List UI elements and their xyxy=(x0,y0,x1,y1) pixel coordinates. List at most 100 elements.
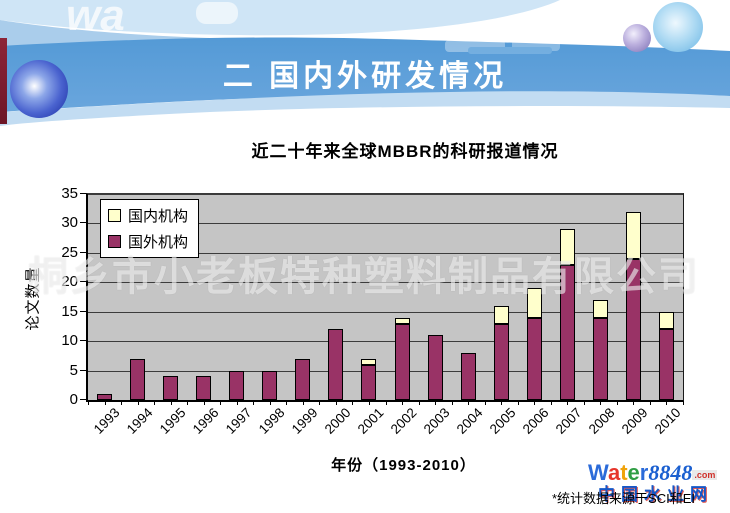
bar-stack-2004 xyxy=(460,352,476,400)
logo-letter: a xyxy=(607,460,621,485)
y-axis-tick-5: 5 xyxy=(69,361,78,379)
x-tick-mark xyxy=(550,401,552,405)
bar-2007-国内机构 xyxy=(559,229,575,265)
x-tick-mark xyxy=(418,401,420,405)
x-tick-mark xyxy=(170,401,172,405)
y-axis-label: 论文数量 xyxy=(24,266,42,331)
x-axis-label-1998: 1998 xyxy=(255,405,288,437)
x-tick-mark xyxy=(187,401,189,405)
x-tick-mark xyxy=(468,401,470,405)
x-tick-mark xyxy=(501,401,503,405)
x-tick-mark xyxy=(633,401,635,405)
bar-1993-国外机构 xyxy=(97,394,113,400)
x-tick-mark xyxy=(616,401,618,405)
bar-2004-国外机构 xyxy=(460,352,476,400)
sphere-decoration-large xyxy=(653,2,703,52)
bar-chart: 论文数量 1993 1994 1995 1996 1997 1998 1999 2000 200… xyxy=(20,185,710,485)
logo-letter: e xyxy=(627,460,640,485)
bar-1995-国外机构 xyxy=(163,376,179,400)
bar-2001-国内机构 xyxy=(361,358,377,365)
sphere-decoration-left xyxy=(10,60,68,118)
water8848-logo: Water8848 .com 中国水业网 xyxy=(588,460,718,504)
x-tick-mark xyxy=(402,401,404,405)
x-tick-mark xyxy=(286,401,288,405)
y-tick-mark xyxy=(80,399,86,400)
y-tick-mark xyxy=(80,310,86,312)
y-tick-mark xyxy=(80,281,86,283)
x-tick-mark xyxy=(649,401,651,405)
x-axis-label-2002: 2002 xyxy=(387,405,420,437)
gridline xyxy=(88,223,683,225)
x-axis-label-1993: 1993 xyxy=(90,405,123,437)
x-tick-mark xyxy=(203,401,205,405)
bar-2002-国内机构 xyxy=(394,317,410,324)
bar-2010-国内机构 xyxy=(658,311,674,330)
x-tick-mark xyxy=(253,401,255,405)
left-red-accent-strip xyxy=(0,38,7,124)
gridline xyxy=(88,341,683,343)
x-axis-label-1995: 1995 xyxy=(156,405,189,437)
x-axis-title: 年份（1993-2010） xyxy=(331,457,476,474)
y-tick-mark xyxy=(80,369,86,371)
x-tick-mark xyxy=(517,401,519,405)
x-axis-label-2001: 2001 xyxy=(354,405,387,437)
x-tick-mark xyxy=(683,401,684,405)
legend-swatch xyxy=(108,209,121,222)
x-axis-label-2003: 2003 xyxy=(420,405,453,437)
bar-stack-2009 xyxy=(625,211,641,400)
x-axis-label-1999: 1999 xyxy=(288,405,321,437)
x-tick-mark xyxy=(137,401,139,405)
bar-stack-1993 xyxy=(97,394,113,400)
gridline xyxy=(88,194,683,195)
x-axis-label-1997: 1997 xyxy=(222,405,255,437)
bar-2008-国内机构 xyxy=(592,299,608,318)
x-tick-mark xyxy=(435,401,437,405)
x-tick-mark xyxy=(352,401,354,405)
y-tick-mark xyxy=(80,340,86,342)
x-tick-mark xyxy=(368,401,370,405)
bar-1998-国外机构 xyxy=(262,370,278,400)
legend-item-国外机构: 国外机构 xyxy=(108,231,188,252)
legend-label: 国外机构 xyxy=(128,234,189,251)
legend: 国内机构 国外机构 xyxy=(100,199,200,258)
legend-label: 国内机构 xyxy=(128,208,189,225)
plot-area xyxy=(86,193,684,402)
gridline xyxy=(88,282,683,284)
bar-2003-国外机构 xyxy=(427,335,443,400)
header-faint-watermark xyxy=(445,37,560,54)
bar-1999-国外机构 xyxy=(295,358,311,400)
x-tick-mark xyxy=(335,401,337,405)
x-tick-mark xyxy=(484,401,486,405)
y-tick-mark xyxy=(80,222,86,224)
bar-stack-2002 xyxy=(394,317,410,400)
y-axis-tick-10: 10 xyxy=(61,332,78,350)
x-tick-mark xyxy=(583,401,585,405)
gridline xyxy=(88,311,683,313)
logo-tagline: 中国水业网 xyxy=(598,485,713,504)
bar-2009-国内机构 xyxy=(625,211,641,259)
bar-2005-国外机构 xyxy=(493,323,509,400)
legend-item-国内机构: 国内机构 xyxy=(108,205,188,226)
logo-letter: t xyxy=(620,460,628,485)
x-tick-mark xyxy=(220,401,222,405)
y-axis-tick-20: 20 xyxy=(61,273,78,291)
bar-1994-国外机构 xyxy=(130,358,146,400)
x-tick-mark xyxy=(88,401,89,405)
logo-letter: W xyxy=(588,460,608,485)
bar-2006-国内机构 xyxy=(526,288,542,318)
bar-stack-2007 xyxy=(559,229,575,400)
water-colored-letters: Water xyxy=(588,460,648,485)
bar-2007-国外机构 xyxy=(559,264,575,400)
x-axis-label-2007: 2007 xyxy=(553,405,585,437)
bar-2005-国内机构 xyxy=(493,305,509,324)
bar-2001-国外机构 xyxy=(361,364,377,400)
y-tick-mark xyxy=(80,251,86,253)
bar-1997-国外机构 xyxy=(229,370,245,400)
x-tick-mark xyxy=(236,401,238,405)
bar-2006-国外机构 xyxy=(526,317,542,400)
data-source-footnote: *统计数据来源于SCI和EI xyxy=(552,491,696,506)
x-axis-label-2005: 2005 xyxy=(486,405,519,437)
y-axis-tick-0: 0 xyxy=(69,391,78,408)
x-tick-mark xyxy=(385,401,387,405)
bar-stack-2006 xyxy=(526,288,542,400)
